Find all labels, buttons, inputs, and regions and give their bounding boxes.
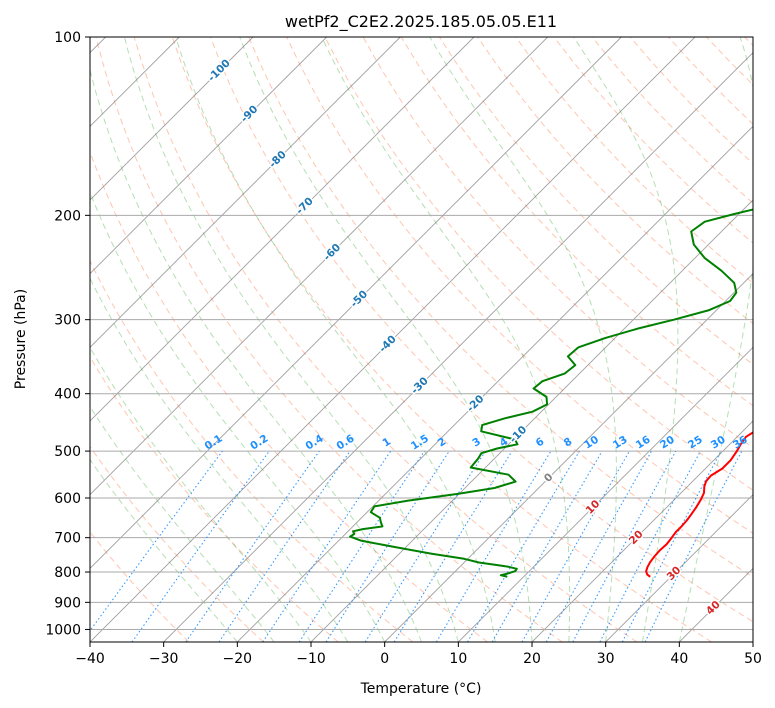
mixing-ratio-line: [90, 450, 223, 632]
isotherm-line: [90, 37, 622, 569]
x-tick-label: 10: [449, 651, 467, 667]
dry-adiabat-line: [90, 259, 414, 642]
sounding-series: [349, 208, 753, 578]
isotherm-line: [384, 273, 753, 642]
y-tick-label: 400: [54, 387, 81, 403]
mixing-ratio-line: [644, 450, 743, 642]
x-axis-label: Temperature (°C): [360, 681, 482, 697]
temperature-profile: [645, 431, 753, 578]
y-tick-label: 1000: [45, 622, 81, 638]
moist-adiabat-line: [239, 37, 533, 642]
isotherm-line: [605, 494, 753, 642]
y-tick-label: 900: [54, 595, 81, 611]
dry-adiabat-line: [90, 356, 339, 642]
isotherm-line: [90, 37, 548, 496]
dry-adiabat-line: [90, 445, 264, 642]
moist-adiabat-line: [321, 37, 571, 642]
x-tick-label: −30: [149, 651, 179, 667]
y-tick-label: 700: [54, 531, 81, 547]
isotherm-line: [90, 37, 696, 642]
isotherm-line: [531, 420, 753, 642]
mixing-ratio-line: [298, 450, 425, 642]
mixing-ratio-line: [572, 450, 677, 642]
moist-adiabat-line: [90, 458, 238, 642]
mixing-ratio-line: [521, 450, 630, 642]
mixing-ratio-line: [131, 450, 270, 642]
mixing-ratio-line: [218, 450, 351, 642]
mixing-ratio-line: [185, 450, 320, 642]
y-tick-label: 800: [54, 565, 81, 581]
x-tick-label: 40: [670, 651, 688, 667]
x-tick-label: −40: [75, 651, 105, 667]
dry-adiabat-line: [210, 37, 753, 623]
x-tick-label: 20: [523, 651, 541, 667]
isotherm-line: [237, 125, 753, 642]
isotherm-line: [458, 346, 753, 642]
moist-adiabat-line: [90, 405, 275, 642]
y-tick-label: 300: [54, 313, 81, 329]
mixing-ratio-line: [393, 450, 513, 642]
moist-adiabat-line: [175, 37, 496, 642]
x-axis-ticks: −40 −30 −20 −10 0 10 20 30 40 50: [75, 642, 762, 667]
isotherm-line: [90, 37, 401, 348]
isotherms: [90, 37, 753, 642]
y-tick-label: 200: [54, 208, 81, 224]
isotherm-line: [90, 37, 254, 201]
dry-adiabat-line: [133, 37, 638, 642]
mixing-ratio-line: [262, 450, 392, 642]
x-tick-label: 30: [597, 651, 615, 667]
x-tick-label: −10: [296, 651, 326, 667]
isotherm-line: [310, 199, 753, 642]
y-axis-ticks: 100 200 300 400 500 600 700 800 900 1000: [45, 30, 90, 638]
x-tick-label: 0: [380, 651, 389, 667]
moist-adiabat-line: [124, 37, 459, 642]
dry-adiabat-line: [286, 37, 753, 534]
mixing-ratio-line: [545, 450, 653, 642]
moist-adiabat-line: [90, 190, 386, 642]
moist-adiabat-line: [90, 277, 349, 642]
mixing-ratio-lines: [90, 450, 743, 642]
moist-adiabat-line: [573, 37, 679, 642]
plot-frame: [89, 36, 754, 643]
moist-adiabat-line: [678, 37, 753, 642]
moist-adiabat-line: [90, 68, 422, 642]
y-axis-label: Pressure (hPa): [13, 289, 29, 389]
x-tick-label: 50: [744, 651, 762, 667]
chart-title: wetPf2_C2E2.2025.185.05.05.E11: [285, 12, 557, 32]
y-tick-label: 100: [54, 30, 81, 46]
dewpoint-profile: [349, 208, 753, 578]
x-tick-label: −20: [223, 651, 253, 667]
dry-adiabat-line: [515, 37, 753, 284]
mixing-ratio-line: [325, 450, 450, 642]
dry-adiabat-line: [95, 37, 563, 642]
y-tick-label: 500: [54, 444, 81, 460]
dry-adiabat-line: [324, 37, 753, 491]
moist-adiabats: [90, 37, 753, 642]
dry-adiabat-line: [248, 37, 753, 578]
isotherm-line: [90, 37, 475, 422]
y-tick-label: 600: [54, 491, 81, 507]
isotherm-line: [90, 37, 327, 275]
isotherm-line: [163, 52, 753, 642]
moist-adiabat-line: [429, 37, 617, 642]
